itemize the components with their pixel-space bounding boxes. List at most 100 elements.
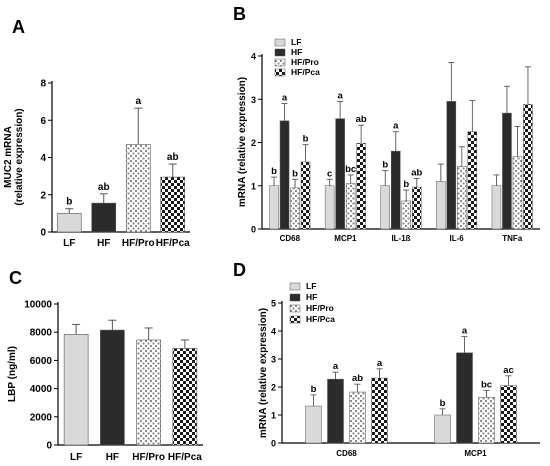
y-tick-label: 0 bbox=[271, 439, 276, 449]
x-tick-label: HF/Pca bbox=[156, 238, 190, 249]
y-tick-label: 1 bbox=[251, 181, 256, 191]
legend-swatch bbox=[289, 282, 301, 291]
bar bbox=[457, 166, 467, 230]
bar bbox=[371, 377, 388, 444]
x-tick-label: IL-6 bbox=[449, 234, 464, 243]
bar bbox=[456, 352, 473, 444]
significance-letter: b bbox=[271, 166, 277, 177]
significance-letter: b bbox=[440, 398, 446, 409]
significance-letter: ab bbox=[356, 114, 367, 125]
legend-label: LF bbox=[306, 281, 316, 291]
significance-letter: ac bbox=[503, 365, 514, 376]
y-tick-label: 4 bbox=[251, 52, 256, 62]
legend-swatch bbox=[289, 315, 301, 324]
legend-label: HF bbox=[306, 292, 317, 302]
x-tick-label: LF bbox=[70, 452, 82, 463]
bar bbox=[523, 104, 533, 230]
significance-letter: ab bbox=[167, 152, 179, 163]
significance-letter: bc bbox=[481, 379, 492, 390]
y-axis-label: LBP (ng/ml) bbox=[7, 346, 18, 402]
bar bbox=[160, 176, 186, 233]
y-tick-label: 6000 bbox=[30, 356, 53, 367]
significance-letter: a bbox=[135, 96, 141, 107]
bar bbox=[380, 185, 390, 230]
y-tick-label: 2 bbox=[40, 190, 46, 201]
y-tick-label: 5 bbox=[271, 299, 276, 309]
x-tick-label: MCP1 bbox=[334, 234, 357, 243]
bar bbox=[63, 334, 89, 446]
significance-letter: ab bbox=[411, 167, 422, 178]
x-tick-label: TNFa bbox=[502, 234, 523, 243]
y-tick-label: 4000 bbox=[30, 384, 53, 395]
bar bbox=[290, 187, 300, 230]
x-tick-label: IL-1ß bbox=[391, 234, 410, 243]
y-tick-label: 6 bbox=[40, 116, 46, 127]
x-tick-label: MCP1 bbox=[464, 449, 487, 458]
panel-a: A MUC2 mRNA(relative expression) 0 2 4 6 8 b LF a… bbox=[3, 17, 190, 249]
bar bbox=[446, 101, 457, 230]
bar bbox=[467, 131, 478, 230]
bar bbox=[434, 414, 451, 444]
y-tick-label: 0 bbox=[40, 228, 46, 239]
x-tick-label: HF/Pca bbox=[168, 452, 202, 463]
bar bbox=[335, 118, 345, 230]
y-axis-label-line: MUC2 mRNA bbox=[3, 126, 14, 188]
y-tick-label: 0 bbox=[251, 225, 256, 235]
y-tick-label: 2000 bbox=[30, 412, 53, 423]
legend-swatch bbox=[274, 58, 286, 67]
legend-swatch bbox=[274, 48, 286, 57]
y-tick-label: 0 bbox=[46, 441, 52, 452]
significance-letter: c bbox=[327, 168, 332, 179]
panel-label-b: B bbox=[233, 4, 246, 24]
bar bbox=[300, 161, 311, 230]
x-tick-label: HF/Pro bbox=[122, 238, 155, 249]
panel-label-c: C bbox=[9, 268, 22, 288]
x-tick-label: LF bbox=[63, 238, 75, 249]
bar bbox=[356, 143, 366, 230]
legend-label: HF/Pca bbox=[306, 314, 335, 324]
significance-letter: b bbox=[382, 160, 388, 171]
bar bbox=[172, 348, 198, 446]
bar bbox=[269, 185, 279, 230]
y-axis-label: mRNA (relative expression) bbox=[258, 308, 269, 438]
bar bbox=[478, 397, 495, 444]
legend-label: LF bbox=[291, 37, 301, 47]
bar bbox=[279, 120, 290, 230]
y-tick-label: 8 bbox=[40, 79, 46, 90]
y-tick-label: 1 bbox=[271, 411, 276, 421]
legend-swatch bbox=[274, 68, 286, 77]
significance-letter: b bbox=[66, 197, 72, 208]
y-tick-label: 3 bbox=[271, 355, 276, 365]
significance-letter: a bbox=[377, 358, 383, 369]
x-tick-label: HF bbox=[97, 238, 110, 249]
significance-letter: a bbox=[393, 121, 399, 132]
bar bbox=[349, 391, 366, 444]
significance-letter: ab bbox=[352, 373, 363, 384]
significance-letter: b bbox=[303, 134, 309, 145]
bar bbox=[324, 185, 335, 230]
y-tick-label: 10000 bbox=[24, 300, 52, 311]
y-tick-label: 2 bbox=[271, 383, 276, 393]
x-tick-label: CD68 bbox=[280, 234, 301, 243]
bar bbox=[491, 185, 502, 230]
significance-letter: a bbox=[462, 326, 468, 337]
y-tick-label: 8000 bbox=[30, 328, 53, 339]
legend-label: HF/Pro bbox=[291, 57, 319, 67]
bar bbox=[502, 112, 512, 230]
significance-letter: a bbox=[282, 93, 288, 104]
significance-letter: a bbox=[338, 90, 344, 101]
bar bbox=[391, 150, 401, 230]
bar bbox=[412, 186, 422, 230]
bar bbox=[91, 202, 117, 233]
significance-letter: b bbox=[403, 179, 409, 190]
panel-label-a: A bbox=[12, 17, 25, 37]
legend-label: HF bbox=[291, 47, 302, 57]
bar bbox=[401, 200, 411, 230]
legend-swatch bbox=[289, 304, 301, 313]
bar bbox=[327, 378, 344, 444]
legend-label: HF/Pro bbox=[306, 303, 334, 313]
